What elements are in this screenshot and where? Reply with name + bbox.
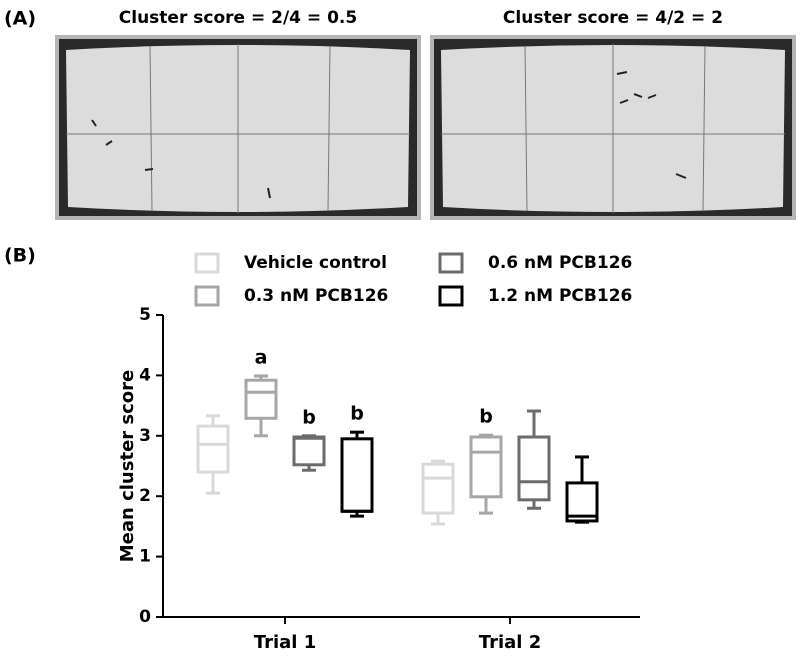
panel-label: (B) [4, 245, 36, 267]
significance-label: b [350, 403, 364, 425]
y-tick-label: 0 [139, 607, 151, 627]
legend-label: 1.2 nM PCB126 [488, 286, 632, 306]
tank-image [55, 35, 421, 220]
y-tick-label: 3 [139, 426, 151, 446]
legend-label: 0.3 nM PCB126 [244, 286, 388, 306]
box [196, 424, 230, 474]
x-tick-label: Trial 1 [254, 632, 316, 653]
legend-label: 0.6 nM PCB126 [488, 253, 632, 273]
box [469, 435, 503, 499]
y-tick-label: 4 [139, 365, 151, 385]
y-axis-label: Mean cluster score [117, 370, 138, 563]
legend-swatch [438, 285, 464, 307]
y-tick-label: 2 [139, 486, 151, 506]
box [421, 462, 455, 515]
box [565, 481, 599, 523]
significance-label: b [302, 406, 316, 428]
significance-label: b [479, 406, 493, 428]
panel-label: (A) [4, 8, 36, 30]
x-tick-label: Trial 2 [479, 632, 541, 653]
legend-label: Vehicle control [244, 253, 387, 273]
significance-label: a [255, 347, 268, 369]
legend-swatch [194, 285, 220, 307]
box [517, 435, 551, 502]
image-title: Cluster score = 4/2 = 2 [503, 8, 723, 28]
box [244, 378, 278, 420]
y-tick-label: 1 [139, 547, 151, 567]
legend-swatch [194, 252, 220, 274]
box [292, 435, 326, 467]
image-title: Cluster score = 2/4 = 0.5 [119, 8, 357, 28]
legend-swatch [438, 252, 464, 274]
tank-image [430, 35, 796, 220]
y-tick-label: 5 [139, 305, 151, 325]
box [340, 437, 374, 513]
